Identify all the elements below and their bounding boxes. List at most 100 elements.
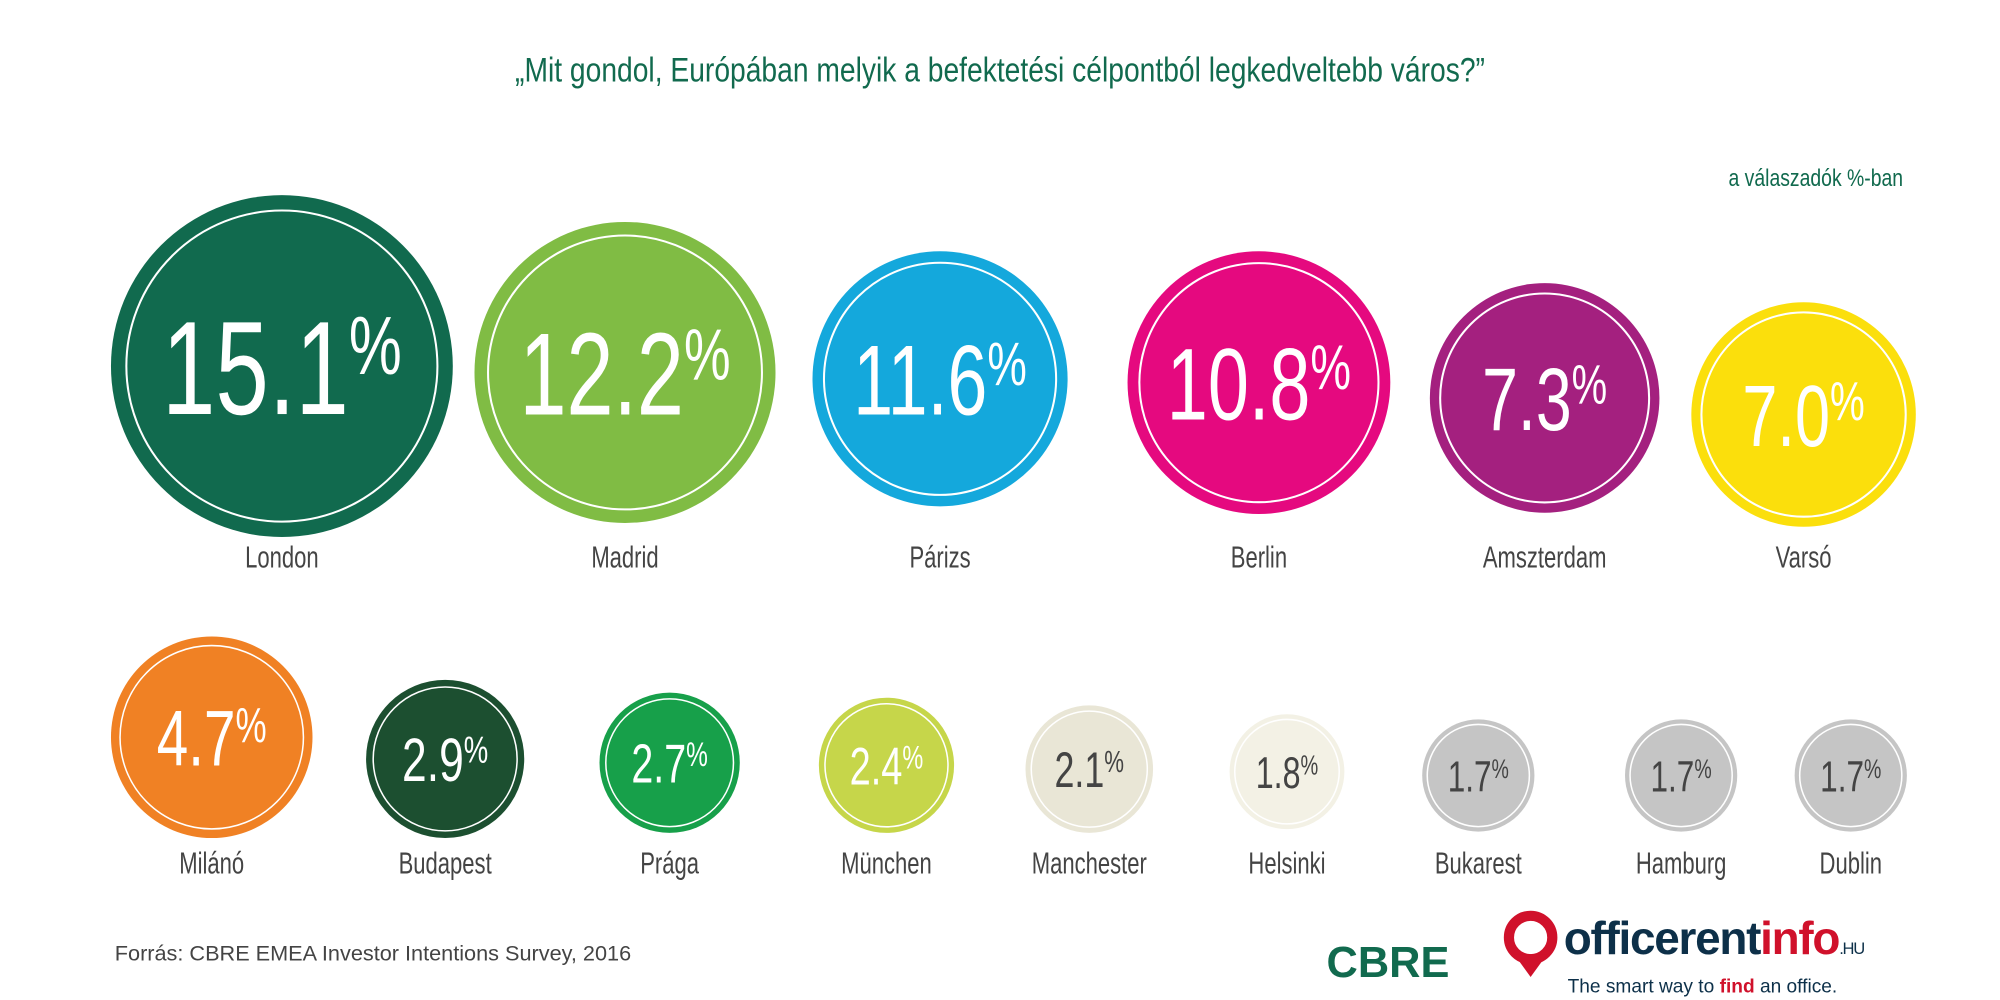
logo-name-part1: officerent (1564, 912, 1761, 964)
city-label: Prága (640, 846, 699, 880)
bubble-value-label: 11.6% (853, 326, 1027, 436)
logo-tagline-a: The smart way to (1568, 976, 1720, 997)
value-percent: % (902, 740, 923, 777)
bubble-münchen: 2.4% München (818, 697, 955, 881)
bubble-value-label: 10.8% (1167, 327, 1351, 442)
city-label: Berlin (1231, 540, 1287, 574)
value-percent: % (684, 315, 731, 395)
city-label: Bukarest (1435, 846, 1522, 880)
bubble-berlin: 10.8% Berlin (1127, 251, 1391, 574)
city-label: Milánó (179, 846, 244, 880)
bubble-inner-ring (1798, 723, 1903, 828)
bubble-london: 15.1% London (110, 195, 453, 574)
bubble-circle (1025, 705, 1154, 833)
bubble-circle (818, 697, 955, 833)
city-label: München (841, 846, 932, 880)
value-percent: % (1694, 755, 1711, 785)
value-number: 4.7 (157, 694, 236, 782)
value-percent: % (1301, 750, 1319, 781)
bubble-inner-ring (1426, 723, 1531, 828)
chart-subtitle: a válaszadók %-ban (1729, 164, 1904, 192)
bubble-circle (599, 692, 740, 833)
bubble-circle (1429, 283, 1660, 513)
bubble-prága: 2.7% Prága (599, 692, 740, 881)
bubble-value-label: 1.7% (1448, 752, 1509, 801)
bubble-inner-ring (1138, 262, 1380, 504)
value-number: 7.3 (1482, 349, 1572, 450)
city-label: Varsó (1776, 540, 1832, 574)
bubble-manchester: 2.1% Manchester (1025, 705, 1154, 881)
city-label: Amszterdam (1483, 540, 1607, 574)
value-number: 2.7 (631, 734, 686, 795)
value-percent: % (464, 729, 488, 771)
bubble-circle (1229, 714, 1345, 830)
bubble-circle (366, 679, 525, 839)
bubble-inner-ring (1439, 292, 1651, 504)
value-number: 2.1 (1055, 743, 1105, 798)
bubble-budapest: 2.9% Budapest (366, 679, 525, 881)
bubble-value-label: 1.8% (1256, 749, 1319, 798)
city-label: Dublin (1820, 846, 1882, 880)
logo-tagline-find: find (1720, 976, 1755, 997)
value-percent: % (987, 330, 1026, 399)
bubble-value-label: 7.0% (1742, 368, 1864, 466)
city-label: Manchester (1032, 846, 1147, 880)
bubble-varsó: 7.0% Varsó (1691, 302, 1916, 574)
bubble-inner-ring (1700, 311, 1907, 518)
bubble-circle (110, 636, 313, 839)
bubble-circle (1127, 251, 1391, 515)
bubble-value-label: 7.3% (1482, 349, 1607, 450)
bubble-inner-ring (372, 686, 518, 832)
value-number: 1.7 (1448, 752, 1492, 801)
cbre-logo: CBRE (1327, 939, 1450, 987)
city-label: Budapest (399, 846, 493, 880)
city-label: Párizs (909, 540, 970, 574)
bubble-bukarest: 1.7% Bukarest (1422, 719, 1535, 881)
chart-title: „Mit gondol, Európában melyik a befektet… (515, 50, 1485, 89)
officerentinfo-logo: officerentinfo.HU The smart way to find … (1503, 910, 1866, 997)
value-number: 12.2 (519, 308, 684, 440)
city-label: Helsinki (1248, 846, 1325, 880)
value-number: 1.7 (1820, 752, 1864, 801)
source-note: Forrás: CBRE EMEA Investor Intentions Su… (115, 940, 631, 965)
bubble-inner-ring (822, 261, 1058, 496)
bubble-value-label: 1.7% (1820, 752, 1881, 801)
bubble-value-label: 2.4% (850, 736, 924, 796)
bubble-inner-ring (1233, 718, 1340, 825)
value-percent: % (349, 301, 402, 393)
value-percent: % (1104, 745, 1124, 779)
bubble-párizs: 11.6% Párizs (812, 251, 1068, 574)
value-percent: % (1492, 755, 1509, 785)
bubble-circle (110, 195, 453, 537)
city-label: Madrid (591, 540, 658, 574)
bubble-value-label: 1.7% (1651, 752, 1712, 801)
bubble-inner-ring (605, 698, 735, 828)
value-percent: % (235, 698, 266, 752)
bubble-circle (1691, 302, 1916, 527)
logo-tld: .HU (1839, 939, 1864, 958)
value-number: 2.4 (850, 736, 903, 796)
location-pin-icon (1503, 910, 1558, 978)
value-number: 15.1 (162, 294, 349, 443)
bubble-circle (1422, 719, 1535, 832)
bubble-circle (1625, 719, 1738, 832)
bubble-value-label: 12.2% (519, 308, 730, 440)
value-number: 1.7 (1651, 752, 1695, 801)
bubble-circle (474, 221, 776, 523)
bubble-value-label: 2.9% (402, 726, 488, 795)
value-number: 11.6 (853, 326, 987, 436)
bubble-inner-ring (1030, 710, 1149, 828)
value-number: 7.0 (1742, 368, 1830, 466)
city-label: Hamburg (1636, 846, 1727, 880)
bubble-milánó: 4.7% Milánó (110, 636, 313, 881)
bubble-inner-ring (1629, 723, 1733, 828)
bubble-helsinki: 1.8% Helsinki (1229, 714, 1345, 881)
bubble-dublin: 1.7% Dublin (1794, 719, 1907, 881)
value-number: 1.8 (1256, 749, 1301, 798)
bubble-hamburg: 1.7% Hamburg (1625, 719, 1738, 881)
svg-text:officerentinfo.HU: officerentinfo.HU (1564, 912, 1864, 964)
bubble-inner-ring (487, 234, 763, 511)
value-percent: % (1830, 372, 1865, 433)
logo-name-part2: info (1760, 912, 1839, 964)
